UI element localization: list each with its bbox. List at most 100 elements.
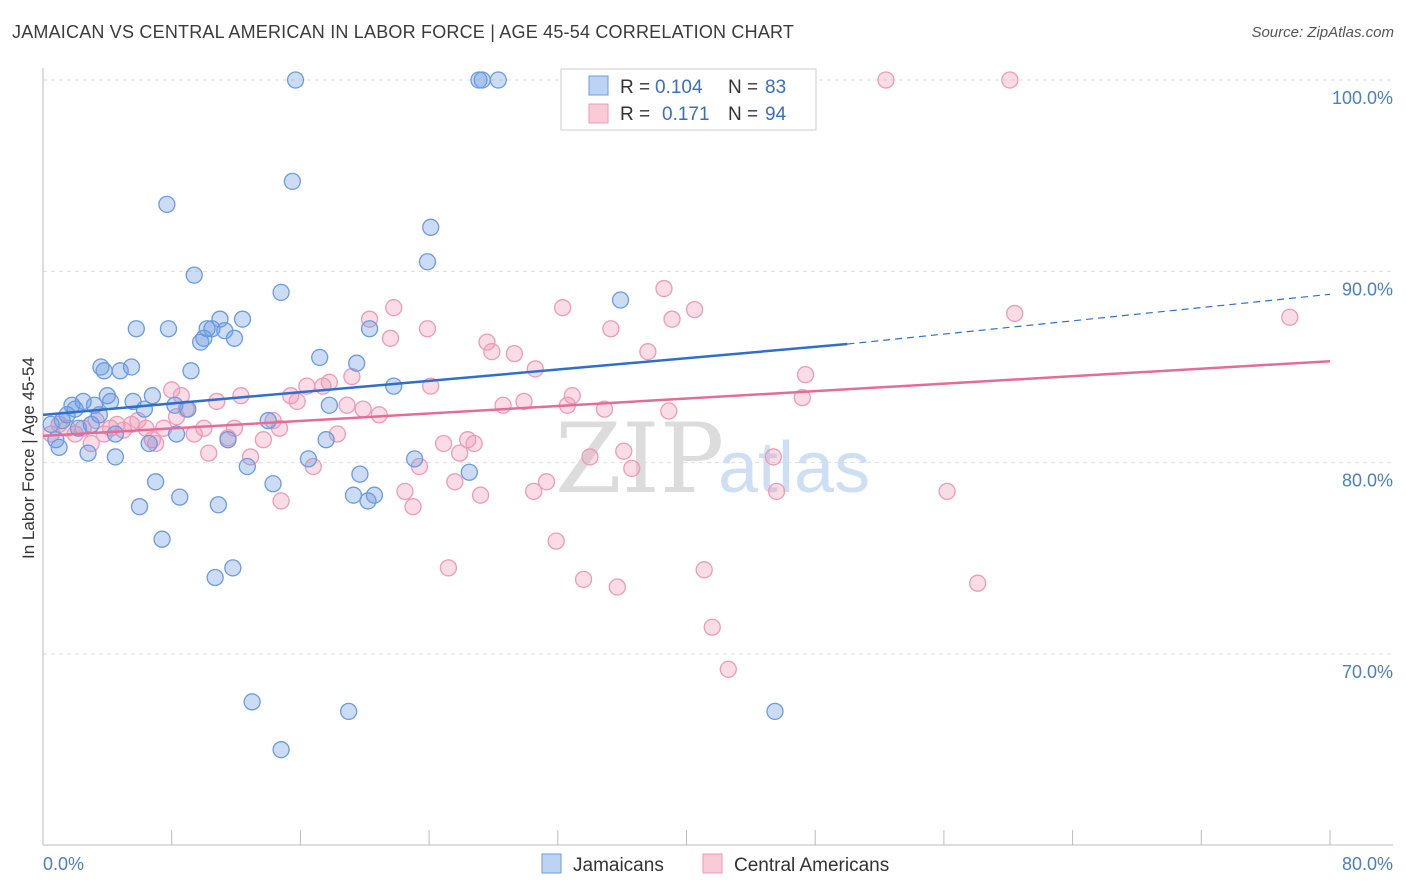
source-credit: Source: ZipAtlas.com bbox=[1251, 24, 1394, 41]
legend-swatch-central-americans bbox=[588, 103, 609, 124]
jamaican-point bbox=[243, 693, 261, 711]
central-american-point bbox=[608, 578, 626, 596]
legend-r-value-central-americans: 0.171 bbox=[662, 104, 710, 125]
central-american-point bbox=[471, 486, 490, 504]
central-american-point bbox=[1281, 308, 1299, 326]
jamaican-point bbox=[264, 475, 282, 493]
central-american-point bbox=[685, 300, 704, 319]
jamaican-point bbox=[153, 530, 171, 548]
jamaicans-trend-extension bbox=[847, 293, 1331, 345]
jamaican-point bbox=[166, 396, 184, 414]
chart-title: JAMAICAN VS CENTRAL AMERICAN IN LABOR FO… bbox=[12, 22, 795, 42]
central-american-point bbox=[660, 402, 678, 420]
central-americans-trend-line bbox=[42, 360, 1331, 438]
jamaican-point bbox=[69, 419, 88, 437]
central-american-point bbox=[877, 71, 895, 89]
watermark-atlas: atlas bbox=[718, 428, 870, 508]
central-american-point bbox=[796, 366, 815, 384]
jamaican-point bbox=[225, 329, 244, 347]
bottom-legend-jamaicans: Jamaicans bbox=[573, 855, 664, 876]
central-american-point bbox=[241, 448, 260, 466]
central-american-point bbox=[767, 482, 786, 501]
x-tick-label-max: 80.0% bbox=[1342, 854, 1393, 874]
central-american-point bbox=[338, 396, 356, 414]
y-tick-labels: 70.0% 80.0% 90.0% 100.0% bbox=[1332, 88, 1393, 682]
central-american-point bbox=[602, 320, 620, 338]
jamaican-point bbox=[171, 488, 189, 506]
jamaican-point bbox=[111, 362, 129, 380]
central-american-point bbox=[938, 482, 956, 501]
jamaican-point bbox=[299, 450, 318, 468]
jamaican-point bbox=[106, 448, 125, 466]
central-american-point bbox=[1006, 304, 1024, 323]
central-american-point bbox=[663, 310, 681, 328]
jamaican-point bbox=[489, 71, 507, 89]
central-american-point bbox=[404, 498, 422, 516]
central-american-point bbox=[354, 400, 372, 418]
jamaican-point bbox=[127, 320, 145, 338]
trend-lines bbox=[42, 293, 1331, 438]
central-american-point bbox=[446, 473, 464, 491]
jamaican-point bbox=[79, 444, 97, 462]
central-american-point bbox=[515, 392, 533, 411]
jamaican-point bbox=[405, 450, 424, 468]
jamaican-point bbox=[611, 291, 630, 309]
jamaican-point bbox=[365, 486, 384, 504]
watermark-zip: ZIP bbox=[555, 403, 724, 515]
jamaicans-trend-line bbox=[42, 342, 848, 417]
jamaican-point bbox=[233, 310, 252, 328]
central-american-point bbox=[595, 400, 614, 418]
jamaican-point bbox=[272, 283, 290, 302]
central-american-point bbox=[695, 561, 713, 579]
central-american-point bbox=[793, 388, 811, 407]
jamaican-point bbox=[106, 425, 125, 443]
legend-r-label: R = bbox=[620, 104, 650, 125]
jamaican-point bbox=[167, 425, 186, 443]
jamaican-point bbox=[95, 362, 113, 380]
central-american-point bbox=[451, 444, 469, 462]
central-american-point bbox=[200, 444, 218, 462]
legend-n-label: N = bbox=[728, 104, 758, 125]
x-tick-label-min: 0.0% bbox=[43, 854, 84, 874]
jamaican-point bbox=[272, 741, 290, 759]
series-legend: Jamaicans Central Americans bbox=[541, 853, 889, 876]
central-american-point bbox=[615, 442, 633, 460]
jamaican-point bbox=[130, 498, 149, 516]
axes bbox=[42, 68, 1393, 846]
central-american-point bbox=[82, 434, 100, 453]
jamaican-point bbox=[283, 172, 302, 191]
jamaican-point bbox=[317, 431, 335, 449]
jamaican-point bbox=[224, 559, 242, 577]
legend-n-value-jamaicans: 83 bbox=[765, 77, 786, 98]
central-american-point bbox=[208, 392, 226, 411]
central-american-point bbox=[418, 320, 437, 338]
jamaican-point bbox=[209, 496, 228, 514]
jamaican-point bbox=[219, 431, 237, 449]
jamaican-point bbox=[185, 266, 203, 284]
legend-r-value-jamaicans: 0.104 bbox=[655, 77, 703, 98]
jamaican-point bbox=[311, 348, 329, 367]
jamaican-point bbox=[320, 396, 339, 414]
gridlines bbox=[43, 79, 1393, 655]
jamaican-point bbox=[351, 465, 369, 483]
jamaican-point bbox=[182, 362, 200, 380]
y-tick-label: 100.0% bbox=[1332, 88, 1393, 108]
y-tick-label: 80.0% bbox=[1342, 471, 1393, 491]
legend-r-label: R = bbox=[620, 77, 650, 98]
jamaican-point bbox=[348, 354, 366, 372]
central-american-point bbox=[639, 343, 657, 361]
jamaican-point bbox=[158, 195, 176, 214]
central-american-point bbox=[581, 448, 599, 466]
legend-n-value-central-americans: 94 bbox=[765, 104, 787, 125]
jamaican-point bbox=[101, 392, 120, 411]
central-american-point bbox=[553, 299, 572, 317]
jamaican-point bbox=[74, 392, 92, 411]
central-american-point bbox=[385, 299, 403, 317]
jamaican-point bbox=[238, 457, 256, 476]
central-american-point bbox=[434, 434, 453, 453]
y-tick-label: 90.0% bbox=[1342, 279, 1393, 299]
jamaican-point bbox=[460, 463, 478, 481]
central-american-point bbox=[574, 570, 593, 589]
jamaican-point bbox=[146, 473, 165, 491]
